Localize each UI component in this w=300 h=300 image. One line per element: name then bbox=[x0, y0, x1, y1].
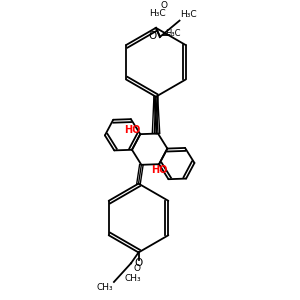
Text: H₃C: H₃C bbox=[165, 28, 180, 38]
Text: H₃C: H₃C bbox=[181, 10, 197, 19]
Text: CH₃: CH₃ bbox=[124, 274, 141, 283]
Text: HO: HO bbox=[151, 165, 168, 175]
Text: O: O bbox=[133, 264, 140, 273]
Text: O: O bbox=[160, 1, 167, 10]
Text: O: O bbox=[134, 258, 142, 268]
Text: CH₃: CH₃ bbox=[96, 283, 113, 292]
Text: HO: HO bbox=[124, 124, 140, 135]
Text: H₃C: H₃C bbox=[150, 9, 166, 18]
Text: O: O bbox=[148, 31, 157, 41]
